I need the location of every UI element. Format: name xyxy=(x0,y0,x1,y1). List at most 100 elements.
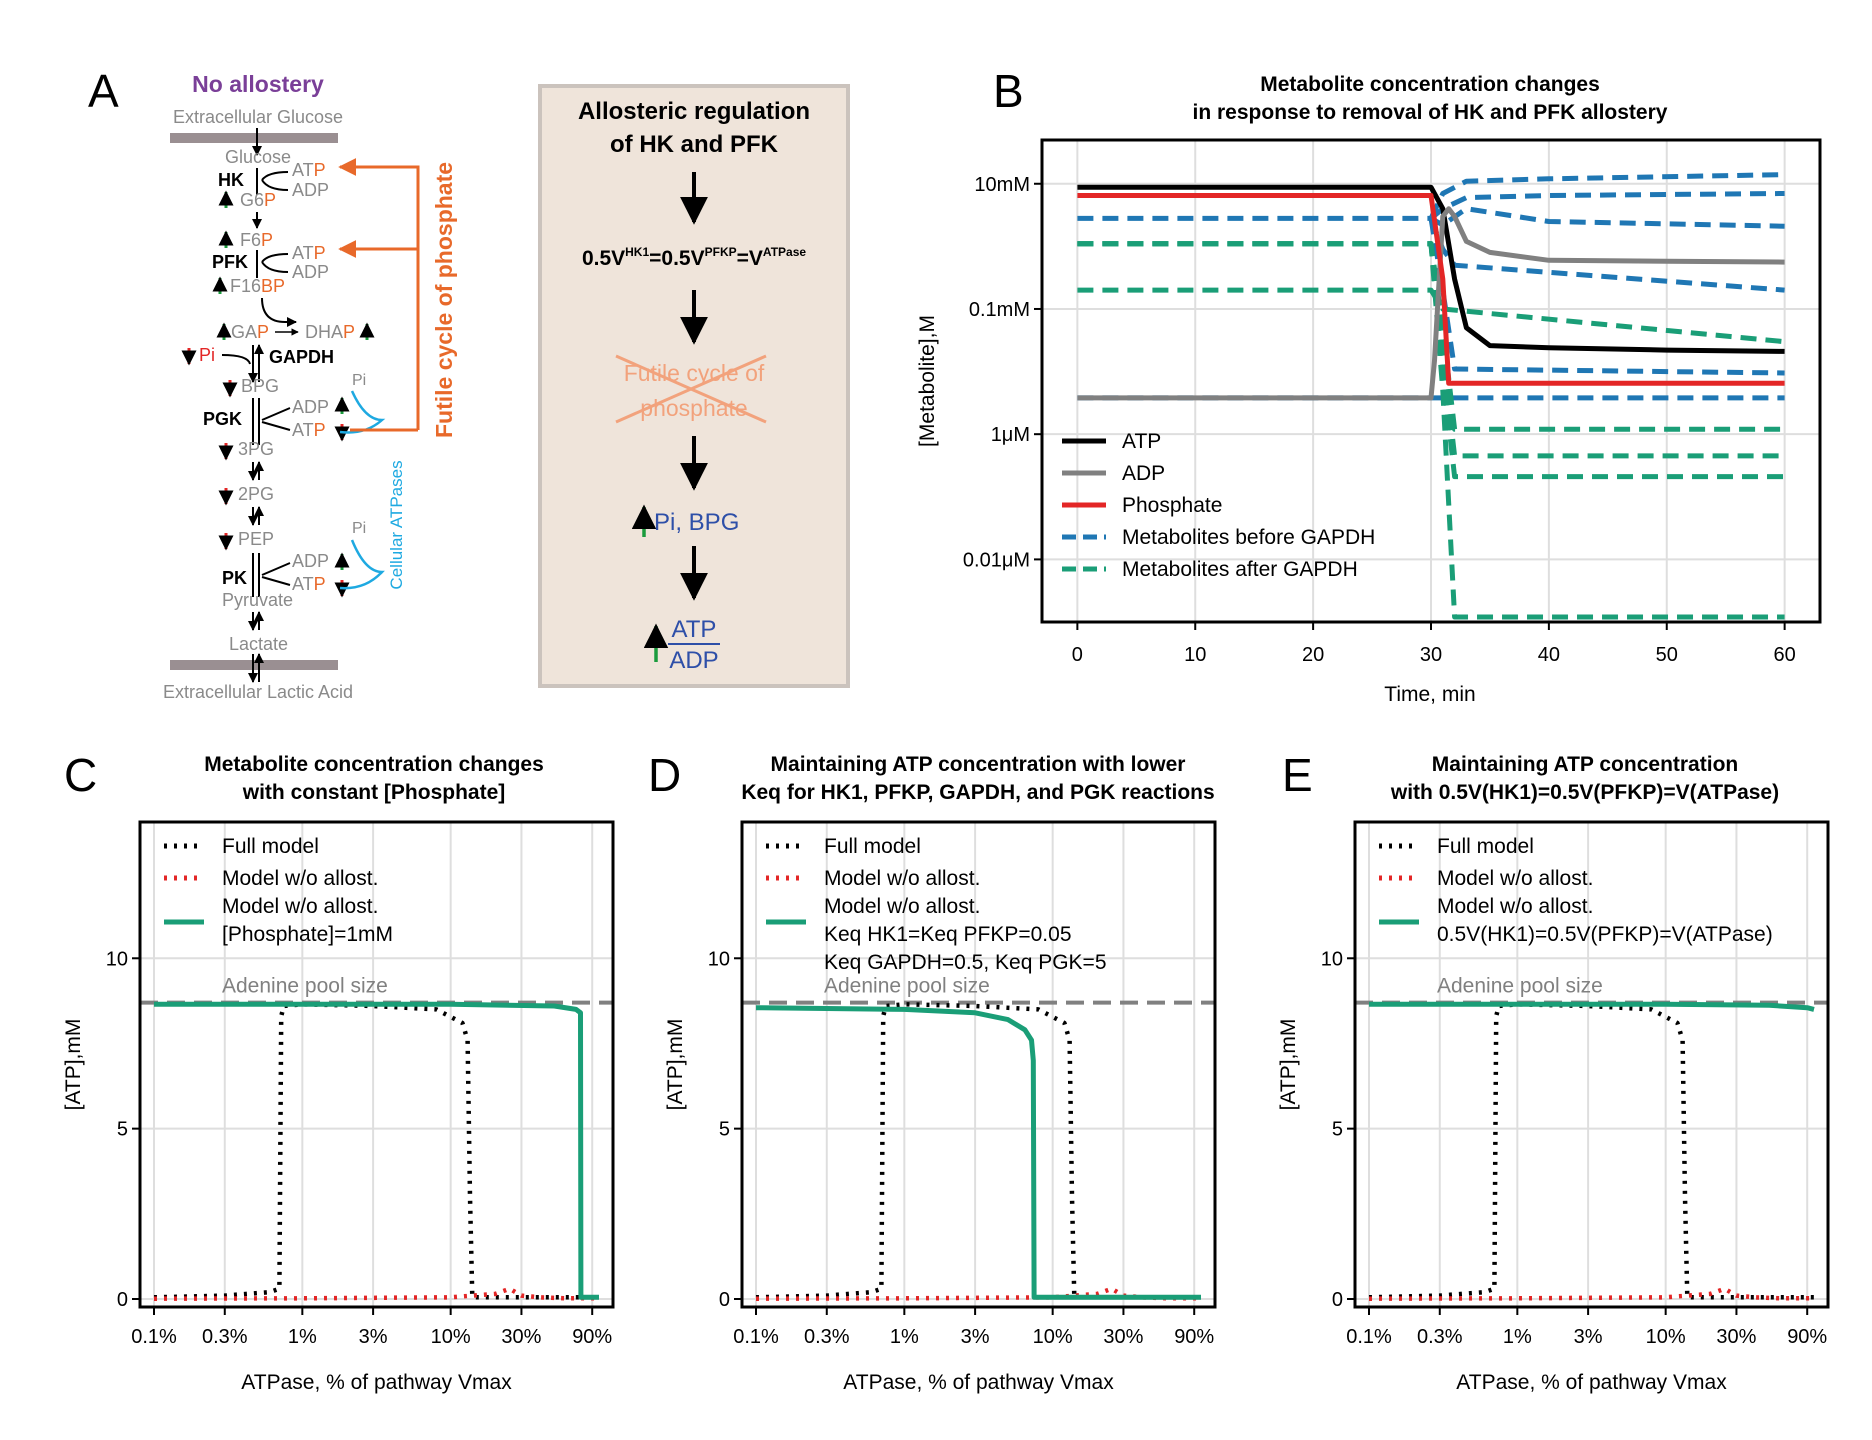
panel-e: E Maintaining ATP concentration with 0.5… xyxy=(1277,749,1830,1394)
chart-c-legend-label: Full model xyxy=(222,835,319,858)
chart-d-xtick-label: 1% xyxy=(890,1326,919,1348)
chart-d-frame xyxy=(740,820,1217,1309)
chart-e-xlabel: ATPase, % of pathway Vmax xyxy=(1456,1371,1727,1394)
chart-b-series-extra xyxy=(1077,241,1785,620)
chart-b-title-1: Metabolite concentration changes xyxy=(1260,73,1600,96)
pfk-atp-label: ATP xyxy=(292,243,326,263)
gapdh-pi-arrow xyxy=(221,354,251,365)
f16bp-text: F16 xyxy=(230,276,261,296)
metabolite-lactate: Lactate xyxy=(229,634,288,654)
membrane-top xyxy=(170,133,338,143)
g6p-text: G6 xyxy=(240,190,264,210)
chart-b-xtick-label: 0 xyxy=(1072,644,1083,666)
chart-d-ytick-label: 5 xyxy=(719,1119,730,1141)
eq-pfk: PFKP xyxy=(705,245,737,259)
chart-b-ylabel: [Metabolite],M xyxy=(916,315,939,447)
flowbox-equation: 0.5VHK1=0.5VPFKP=VATPase xyxy=(582,245,806,270)
metabolite-pyruvate: Pyruvate xyxy=(222,590,293,610)
panel-letter-d: D xyxy=(648,749,681,801)
bpg-b: BPG xyxy=(241,376,279,396)
pgk-atp-p: P xyxy=(314,420,326,440)
chart-e-title-1: Maintaining ATP concentration xyxy=(1432,753,1738,776)
futile-cycle-label: Futile cycle of phosphate xyxy=(431,162,457,438)
chart-c-xtick-label: 1% xyxy=(288,1326,317,1348)
chart-b-xtick-label: 20 xyxy=(1302,644,1324,666)
chart-c-xtick-label: 90% xyxy=(572,1326,612,1348)
chart-b-series-adp xyxy=(1077,206,1785,401)
chart-e-series-modified xyxy=(1369,1001,1815,1012)
ratio-denominator: ADP xyxy=(669,647,718,674)
chart-d-xtick-label: 0.1% xyxy=(733,1326,779,1348)
enzyme-pgk: PGK xyxy=(203,409,242,429)
chart-c-title-1: Metabolite concentration changes xyxy=(204,753,544,776)
chart-b-ytick-label: 1μM xyxy=(991,424,1030,446)
chart-c-xtick-label: 30% xyxy=(501,1326,541,1348)
flowbox-line1: Allosteric regulation xyxy=(578,98,810,125)
metabolite-bpg: BPG xyxy=(241,376,279,396)
legend-label-adp: ADP xyxy=(1122,462,1165,485)
hk-reaction-arrows xyxy=(256,168,289,195)
metabolite-pep: PEP xyxy=(238,529,274,549)
chart-b-series-extra xyxy=(1429,191,1785,221)
enzyme-hk: HK xyxy=(218,170,244,190)
cellular-atpases-label: Cellular ATPases xyxy=(387,460,406,589)
pgk-adp-label: ADP xyxy=(292,397,329,417)
chart-e-adenine-pool-label: Adenine pool size xyxy=(1437,975,1603,998)
pfk-atp-at: AT xyxy=(292,243,314,263)
enzyme-pk: PK xyxy=(222,568,247,588)
chart-c-ytick-label: 5 xyxy=(117,1119,128,1141)
chart-e-xtick-label: 30% xyxy=(1716,1326,1756,1348)
chart-d-series-modified xyxy=(755,1005,1201,1300)
chart-d-ytick-label: 0 xyxy=(719,1289,730,1311)
chart-b-series-extra xyxy=(1428,172,1785,220)
chart-c-xlabel: ATPase, % of pathway Vmax xyxy=(241,1371,512,1394)
chart-c-xtick-label: 0.1% xyxy=(131,1326,177,1348)
enzyme-pfk: PFK xyxy=(212,252,248,272)
hk-atp-label: ATP xyxy=(292,160,326,180)
chart-e-xtick-label: 0.3% xyxy=(1417,1326,1463,1348)
gap-text: GA xyxy=(231,322,257,342)
chart-c-xtick-label: 0.3% xyxy=(202,1326,248,1348)
chart-c-ytick-label: 0 xyxy=(117,1289,128,1311)
pk-atpase-loop xyxy=(339,539,385,590)
chart-c-xtick-label: 3% xyxy=(359,1326,388,1348)
chart-d-legend-label: Keq GAPDH=0.5, Keq PGK=5 xyxy=(824,951,1107,974)
pgk-atp-label: ATP xyxy=(292,420,326,440)
chart-b-ytick-label: 10mM xyxy=(974,174,1030,196)
chart-e-frame xyxy=(1353,820,1830,1309)
chart-e-xtick-label: 3% xyxy=(1574,1326,1603,1348)
metabolite-dhap: DHAP xyxy=(305,322,355,342)
pk-pi-label: Pi xyxy=(352,520,366,537)
ratio-numerator: ATP xyxy=(672,616,717,643)
flowbox-line2: of HK and PFK xyxy=(610,131,779,158)
flowbox-result: Pi, BPG xyxy=(654,509,739,536)
eq-hk: HK1 xyxy=(625,245,649,259)
eq-mid: =0.5V xyxy=(649,247,704,270)
chart-d-adenine-pool-label: Adenine pool size xyxy=(824,975,990,998)
chart-d-ylabel: [ATP],mM xyxy=(664,1019,687,1111)
chart-b-lines xyxy=(1077,172,1785,620)
chart-e-legend-label: 0.5V(HK1)=0.5V(PFKP)=V(ATPase) xyxy=(1437,923,1773,946)
chart-b-xtick-label: 10 xyxy=(1184,644,1206,666)
chart-e-legend-label: Full model xyxy=(1437,835,1534,858)
chart-d-xtick-label: 90% xyxy=(1174,1326,1214,1348)
dhap-p: P xyxy=(343,322,355,342)
chart-c-series-full-model xyxy=(153,1002,599,1300)
chart-b-xtick-label: 50 xyxy=(1656,644,1678,666)
legend-label-after-gapdh: Metabolites after GAPDH xyxy=(1122,558,1358,581)
metabolite-f6p: F6P xyxy=(240,230,273,250)
chart-c-legend-label: [Phosphate]=1mM xyxy=(222,923,393,946)
chart-d-legend-label: Model w/o allost. xyxy=(824,895,980,918)
chart-e-xtick-label: 90% xyxy=(1787,1326,1827,1348)
chart-b-ticks: 0 10 20 30 40 50 60 10mM 0.1mM 1μM 0.01μM xyxy=(963,174,1796,666)
flowbox-futile-1: Futile cycle of xyxy=(624,360,765,386)
g6p-p: P xyxy=(264,190,276,210)
pgk-reaction-arrows xyxy=(252,398,291,445)
chart-d-plot: Adenine pool size 0.1% 0.3% 1% 3% 10% 30% 90% 0 5… xyxy=(664,820,1217,1394)
panel-letter-b: B xyxy=(993,65,1024,117)
chart-c-adenine-pool-label: Adenine pool size xyxy=(222,975,388,998)
flowbox-futile-2: phosphate xyxy=(640,395,747,421)
panel-letter-a: A xyxy=(88,65,119,117)
chart-b-xtick-label: 60 xyxy=(1774,644,1796,666)
chart-d-title-1: Maintaining ATP concentration with lower xyxy=(771,753,1186,776)
